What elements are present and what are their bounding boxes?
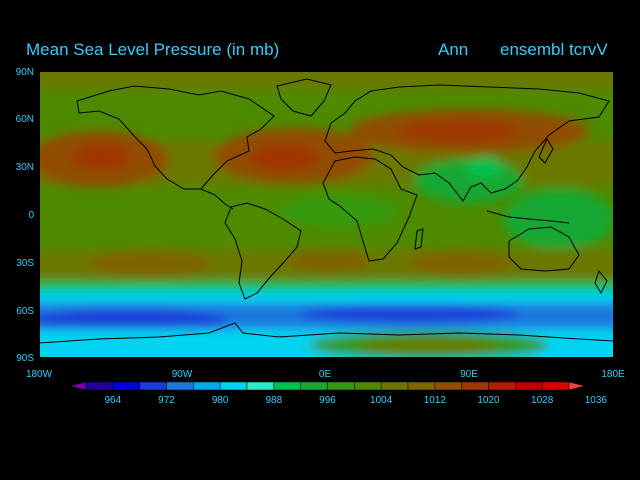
south-pacific-high: [89, 250, 209, 278]
indo-pacific-low: [504, 189, 614, 249]
madagascar-coast: [414, 228, 424, 250]
colorbar-label: 980: [211, 395, 229, 406]
colorbar-cells: [70, 381, 585, 391]
lon-label-90e: 90E: [460, 369, 478, 380]
south-indian-high: [409, 250, 509, 276]
colorbar-label: 1020: [477, 395, 500, 406]
lat-label-60n: 60N: [15, 114, 34, 125]
colorbar-cell: [219, 381, 248, 391]
season-label: Ann: [438, 40, 469, 59]
colorbar-cell: [541, 381, 570, 391]
colorbar: [70, 381, 585, 391]
colorbar-cell: [112, 381, 140, 391]
coastlines: [39, 78, 614, 344]
central-america-coast: [200, 188, 234, 210]
lat-label-90s: 90S: [16, 353, 34, 364]
antarctic-high-core: [359, 339, 499, 353]
southern-low-west: [39, 309, 229, 333]
new-zealand-coast: [594, 269, 608, 295]
lat-label-90n: 90N: [15, 67, 34, 78]
south-atlantic-high: [289, 249, 369, 273]
colorbar-label: 972: [158, 395, 175, 406]
colorbar-cell: [300, 381, 328, 391]
colorbar-cell: [434, 381, 462, 391]
south-america-coast: [224, 202, 302, 300]
lon-label-180e: 180E: [601, 369, 625, 380]
greenland-coast: [276, 78, 332, 117]
colorbar-cell: [380, 381, 409, 391]
colorbar-cell: [139, 381, 167, 391]
australia-coast: [508, 226, 580, 272]
run-label: ensembl tcrvV: [500, 40, 608, 59]
lon-label-0e: 0E: [318, 369, 332, 380]
colorbar-cell: [166, 381, 194, 391]
lat-label-30s: 30S: [16, 258, 34, 269]
colorbar-cell: [193, 381, 221, 391]
map-title: Mean Sea Level Pressure (in mb): [26, 40, 280, 59]
colorbar-label: 996: [319, 395, 336, 406]
colorbar-cell: [488, 381, 516, 391]
africa-coast: [322, 156, 418, 262]
asian-low-core: [466, 157, 502, 177]
antarctica-coast: [39, 322, 614, 344]
colorbar-cell: [407, 381, 436, 391]
pressure-map: [39, 71, 614, 358]
atlantic-tropics: [279, 195, 399, 227]
lat-label-60s: 60S: [16, 306, 34, 317]
colorbar-cell: [327, 381, 355, 391]
eurasia-coast: [324, 84, 610, 202]
southern-green-band: [39, 281, 614, 293]
siberian-high-core: [399, 121, 519, 141]
atlantic-high-core: [249, 145, 319, 171]
southern-low-east: [299, 305, 519, 323]
lon-label-180w: 180W: [25, 369, 53, 380]
colorbar-cell: [461, 381, 489, 391]
colorbar-label: 1028: [531, 395, 554, 406]
southern-cyan-band: [39, 291, 614, 305]
colorbar-cell: [354, 381, 382, 391]
indonesia-coast: [486, 210, 570, 224]
colorbar-label: 1012: [423, 395, 446, 406]
colorbar-arrow-high: [568, 381, 585, 391]
colorbar-label: 964: [104, 395, 122, 406]
map-frame: [39, 71, 614, 358]
lon-label-90w: 90W: [171, 369, 193, 380]
lat-label-0: 0: [28, 210, 34, 221]
colorbar-cell: [246, 381, 275, 391]
lat-label-30n: 30N: [15, 162, 34, 173]
colorbar-cell: [273, 381, 301, 391]
colorbar-cell: [85, 381, 114, 391]
colorbar-arrow-low: [70, 381, 87, 391]
colorbar-label: 988: [265, 395, 283, 406]
colorbar-label: 1036: [584, 395, 607, 406]
arctic-band: [39, 71, 614, 89]
colorbar-cell: [515, 381, 543, 391]
japan-coast: [538, 137, 554, 164]
colorbar-label: 1004: [370, 395, 393, 406]
north-america-coast: [76, 85, 275, 190]
pacific-high-core: [71, 145, 131, 169]
